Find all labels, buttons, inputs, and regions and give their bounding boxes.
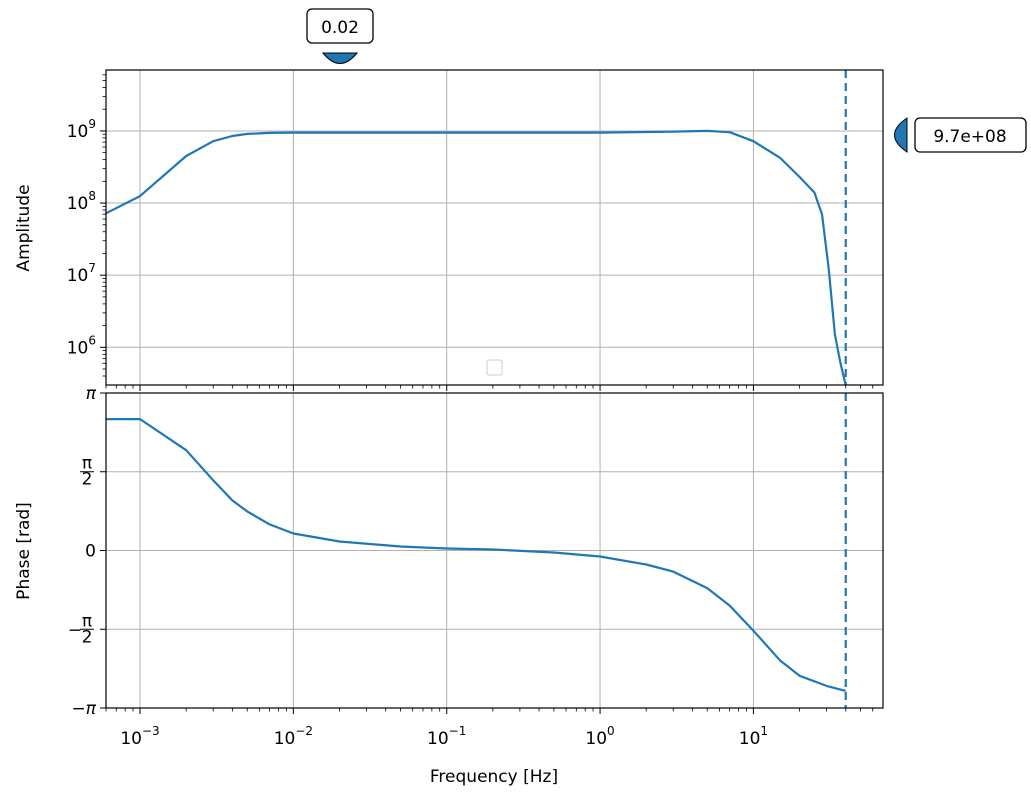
amplitude-y-tick-label: 106 bbox=[67, 333, 96, 358]
amplitude-line bbox=[105, 129, 847, 386]
frequency-marker-label-box bbox=[306, 8, 374, 44]
amplitude-marker[interactable]: 9.7e+08 bbox=[894, 117, 1027, 153]
phase-y-tick-label: −π bbox=[72, 699, 97, 719]
amplitude-x-ticks bbox=[105, 385, 874, 391]
phase-y-tick-label-sign: − bbox=[68, 620, 82, 640]
phase-line bbox=[106, 418, 846, 692]
x-tick-label: 101 bbox=[739, 724, 768, 749]
phase-frame bbox=[105, 392, 884, 709]
amplitude-plot-area bbox=[106, 70, 883, 385]
amplitude-frame bbox=[105, 69, 884, 386]
amplitude-y-tick-label: 107 bbox=[67, 261, 96, 286]
amplitude-y-tick-label: 109 bbox=[67, 117, 96, 142]
x-tick-label: 10−1 bbox=[427, 724, 466, 749]
phase-y-tick-label-numerator: π bbox=[82, 454, 92, 474]
phase-y-tick-label-denominator: 2 bbox=[82, 470, 93, 490]
x-tick-label: 10−2 bbox=[274, 724, 313, 749]
frequency-marker-handle-icon[interactable] bbox=[321, 52, 359, 64]
phase-y-tick-label: π bbox=[86, 384, 97, 404]
frequency-marker[interactable]: 0.02 bbox=[306, 8, 374, 64]
x-tick-labels: 10−3 10−2 10−1 100 101 bbox=[120, 724, 768, 749]
x-axis-label: Frequency [Hz] bbox=[430, 767, 558, 787]
x-tick-label: 10−3 bbox=[120, 724, 159, 749]
amplitude-y-tick-label: 108 bbox=[67, 189, 96, 214]
phase-y-tick-label-numerator: π bbox=[82, 611, 92, 631]
phase-y-tick-label-denominator: 2 bbox=[82, 627, 93, 647]
amplitude-y-ticks bbox=[100, 74, 106, 377]
amplitude-panel: 106 107 108 109 Amplitude bbox=[14, 69, 884, 391]
phase-series bbox=[106, 393, 847, 708]
legend-box bbox=[486, 359, 503, 376]
phase-x-ticks bbox=[105, 708, 874, 714]
amplitude-grid bbox=[106, 70, 883, 385]
amplitude-marker-label-box bbox=[914, 117, 1027, 153]
amplitude-y-tick-labels: 106 107 108 109 bbox=[67, 117, 96, 358]
amplitude-series bbox=[105, 70, 847, 386]
amplitude-axis-label: Amplitude bbox=[14, 184, 34, 271]
amplitude-marker-handle-icon[interactable] bbox=[894, 117, 908, 153]
x-tick-label: 100 bbox=[585, 724, 614, 749]
frequency-marker-value: 0.02 bbox=[321, 18, 359, 38]
phase-y-tick-label: 0 bbox=[85, 542, 96, 562]
phase-axis-label: Phase [rad] bbox=[14, 502, 34, 600]
phase-y-ticks bbox=[100, 392, 106, 709]
amplitude-marker-value: 9.7e+08 bbox=[933, 127, 1006, 147]
